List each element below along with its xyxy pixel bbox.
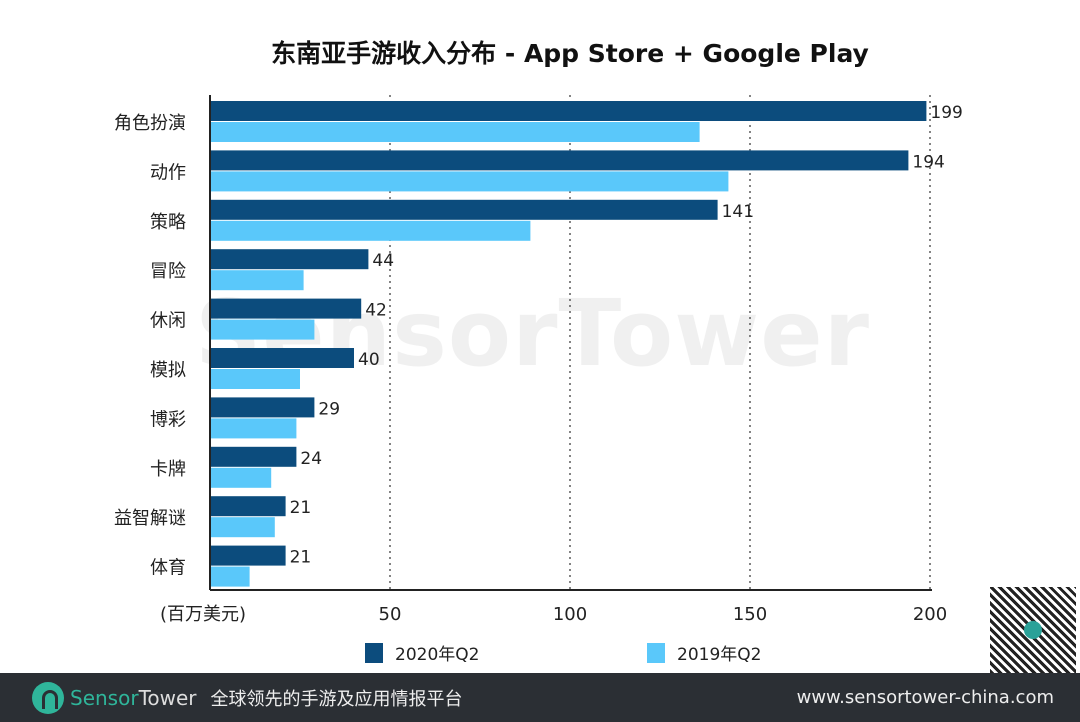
bar-2019 xyxy=(210,122,700,142)
bar-2019 xyxy=(210,171,729,192)
category-label: 模拟 xyxy=(150,360,186,381)
category-label: 策略 xyxy=(150,212,186,233)
data-label: 40 xyxy=(358,350,380,370)
x-tick-label: 150 xyxy=(733,604,767,625)
category-label: 冒险 xyxy=(150,261,186,282)
bar-2020 xyxy=(210,545,286,566)
bar-chart: 50 100 150 200 (百万美元) 角色扮演 199 动作 194 策略 141 冒险 44 休闲… xyxy=(114,95,963,625)
footer: Sensor Tower 全球领先的手游及应用情报平台 www.sensortow… xyxy=(0,673,1080,722)
qr-code xyxy=(988,585,1078,675)
legend-swatch xyxy=(365,642,383,663)
bar-2019 xyxy=(210,220,531,241)
bar-2019 xyxy=(210,517,275,538)
category-label: 卡牌 xyxy=(150,459,186,480)
x-tick-label: 100 xyxy=(553,604,587,625)
legend-label: 2019年Q2 xyxy=(677,645,762,665)
data-label: 24 xyxy=(300,449,322,469)
data-label: 199 xyxy=(930,103,962,123)
chart-title: 东南亚手游收入分布 - App Store + Google Play xyxy=(271,39,869,68)
data-label: 21 xyxy=(290,548,312,568)
bar-2020 xyxy=(210,101,927,121)
data-label: 194 xyxy=(912,152,944,172)
bar-2020 xyxy=(210,446,297,467)
legend-item-2019: 2019年Q2 xyxy=(647,640,761,665)
slogan: 全球领先的手游及应用情报平台 xyxy=(210,688,463,710)
x-tick-label: 200 xyxy=(913,604,947,625)
bar-2020 xyxy=(210,496,286,517)
bar-2019 xyxy=(210,369,300,389)
category-label: 动作 xyxy=(150,162,186,183)
bar-2019 xyxy=(210,319,315,340)
bar-2020 xyxy=(210,298,362,319)
category-label: 益智解谜 xyxy=(114,508,186,529)
category-label: 角色扮演 xyxy=(114,113,186,134)
data-label: 44 xyxy=(372,251,394,271)
bar-2020 xyxy=(210,249,369,270)
category-label: 体育 xyxy=(150,558,186,579)
legend-swatch xyxy=(647,642,665,663)
bar-2019 xyxy=(210,418,297,439)
category-label: 博彩 xyxy=(150,409,186,430)
bar-2019 xyxy=(210,566,250,587)
bar-2020 xyxy=(210,348,354,368)
brand-name-a: Sensor xyxy=(70,685,139,710)
data-label: 42 xyxy=(365,301,387,321)
website-link[interactable]: www.sensortower-china.com xyxy=(796,687,1054,708)
legend-label: 2020年Q2 xyxy=(395,645,480,665)
data-label: 21 xyxy=(290,498,312,518)
bar-2020 xyxy=(210,397,315,418)
qr-logo-icon xyxy=(1024,621,1042,639)
bar-2020 xyxy=(210,199,718,220)
data-label: 141 xyxy=(722,202,754,222)
sensortower-logo-icon xyxy=(32,681,64,714)
legend-item-2020: 2020年Q2 xyxy=(365,640,479,665)
brand-name-b: Tower xyxy=(138,685,197,710)
data-label: 29 xyxy=(318,399,340,419)
bar-2019 xyxy=(210,270,304,291)
bar-2019 xyxy=(210,467,272,488)
x-tick-label: 50 xyxy=(379,604,402,625)
x-axis-label: (百万美元) xyxy=(160,604,246,625)
bar-2020 xyxy=(210,150,909,171)
category-label: 休闲 xyxy=(150,311,186,332)
